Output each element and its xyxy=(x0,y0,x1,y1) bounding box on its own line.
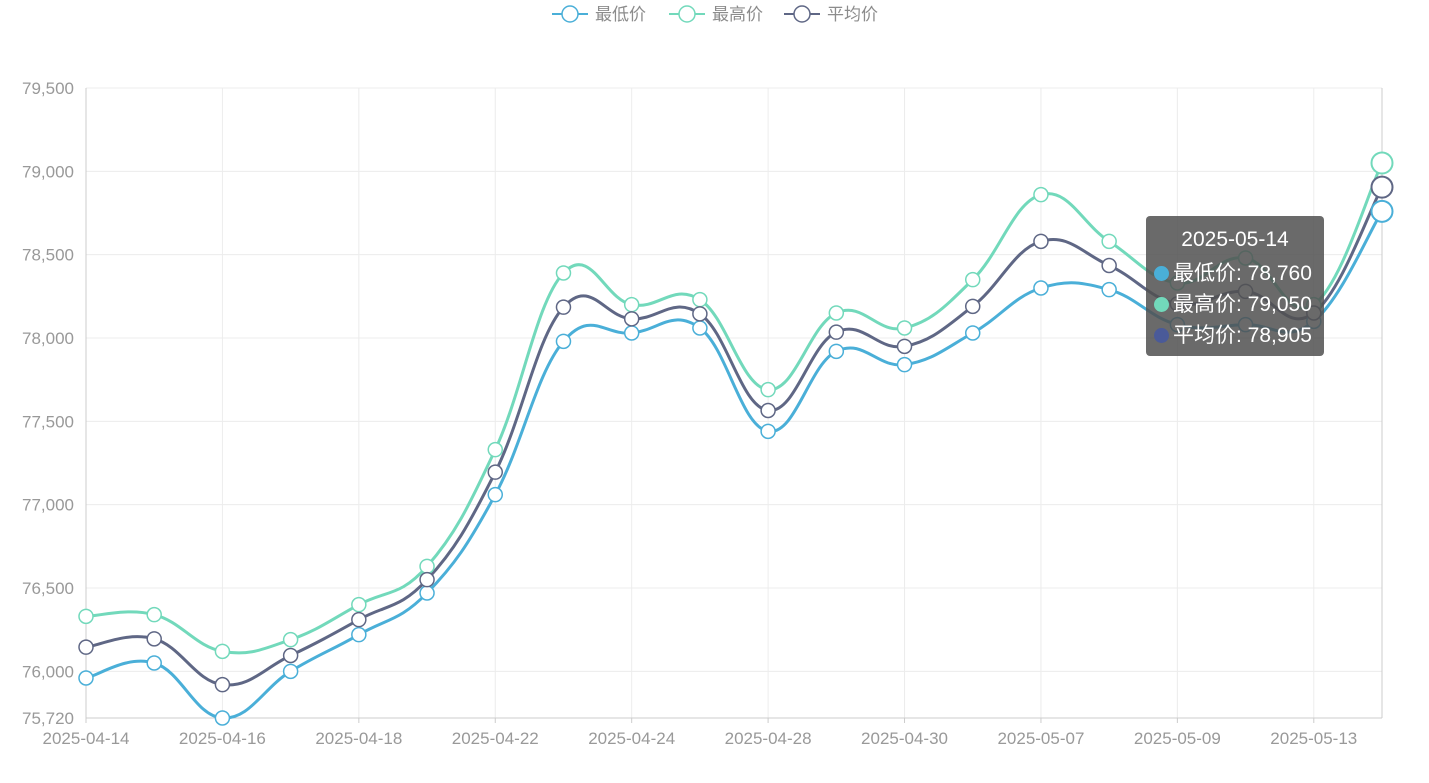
y-tick-label: 79,000 xyxy=(22,162,74,181)
tooltip-title: 2025-05-14 xyxy=(1181,228,1289,251)
data-point xyxy=(896,320,913,336)
data-point xyxy=(351,611,367,628)
data-point xyxy=(828,305,845,321)
x-tick-label: 2025-04-30 xyxy=(861,729,948,748)
tooltip-value-avg: 78,905 xyxy=(1247,324,1312,347)
legend-label: 平均价 xyxy=(827,5,878,24)
data-point xyxy=(146,606,162,623)
data-point xyxy=(1033,233,1049,250)
x-tick-label: 2025-05-13 xyxy=(1270,729,1357,748)
data-point xyxy=(623,296,640,313)
data-point xyxy=(419,571,435,588)
legend-label: 最低价 xyxy=(595,5,646,24)
tooltip-row-avg: 平均价: 78,905 xyxy=(1154,320,1316,351)
data-point xyxy=(1370,199,1394,223)
data-point xyxy=(487,464,504,480)
x-tick-label: 2025-05-07 xyxy=(997,729,1084,748)
grid-lines xyxy=(86,87,1382,718)
data-point xyxy=(623,325,640,341)
tooltip-value-min: 78,760 xyxy=(1247,262,1312,285)
data-point xyxy=(1370,175,1394,199)
y-tick-label: 78,000 xyxy=(22,329,74,348)
data-point xyxy=(282,631,299,648)
tooltip-dot-avg xyxy=(1154,328,1169,343)
tooltip-label-max: 最高价 xyxy=(1173,293,1236,316)
data-point xyxy=(487,486,504,503)
x-tick-label: 2025-04-14 xyxy=(43,729,130,748)
data-point xyxy=(555,265,572,281)
data-point xyxy=(1101,281,1117,298)
tooltip-row-max: 最高价: 79,050 xyxy=(1154,289,1316,320)
tooltip-dot-max xyxy=(1154,297,1169,312)
data-point xyxy=(964,298,981,315)
data-point xyxy=(828,343,845,360)
tooltip-dot-min xyxy=(1154,266,1169,281)
data-point xyxy=(214,676,231,693)
tooltip-value-max: 79,050 xyxy=(1247,293,1312,316)
data-point xyxy=(78,639,94,655)
y-tick-label: 77,000 xyxy=(22,496,74,515)
y-tick-label: 76,000 xyxy=(22,662,74,681)
data-point xyxy=(419,558,435,575)
data-point xyxy=(964,325,981,341)
data-point xyxy=(282,647,299,664)
data-point xyxy=(78,670,94,686)
x-tick-label: 2025-04-16 xyxy=(179,729,266,748)
data-point xyxy=(623,311,640,327)
y-tick-label: 76,500 xyxy=(22,579,74,598)
x-tick-label: 2025-04-22 xyxy=(452,729,539,748)
y-tick-label: 78,500 xyxy=(22,246,74,265)
data-point xyxy=(896,338,913,355)
data-point xyxy=(1370,151,1394,175)
data-point xyxy=(692,291,708,308)
legend[interactable]: 最低价 最高价 平均价 xyxy=(552,5,878,24)
data-point xyxy=(760,402,776,419)
data-point xyxy=(351,626,367,643)
y-tick-label: 75,720 xyxy=(22,709,74,728)
legend-label: 最高价 xyxy=(712,5,763,24)
data-point xyxy=(555,299,572,315)
legend-marker xyxy=(793,5,811,23)
legend-item-1[interactable]: 最低价 xyxy=(552,5,646,24)
tooltip-label-avg: 平均价 xyxy=(1173,324,1236,347)
x-tick-label: 2025-05-09 xyxy=(1134,729,1221,748)
data-point xyxy=(282,663,299,680)
legend-item-2[interactable]: 最高价 xyxy=(669,5,763,24)
data-point xyxy=(828,324,845,340)
x-tick-label: 2025-04-18 xyxy=(315,729,402,748)
data-point xyxy=(1101,233,1117,250)
data-point xyxy=(692,306,708,322)
data-point xyxy=(1033,186,1049,203)
data-point xyxy=(146,631,162,647)
axes: 75,720 76,000 76,500 77,000 77,500 78,000 78,5… xyxy=(22,79,1383,748)
x-tick-label: 2025-04-24 xyxy=(588,729,675,748)
data-point xyxy=(692,320,708,336)
data-point xyxy=(487,441,504,458)
tooltip-label-min: 最低价 xyxy=(1173,262,1236,285)
data-point xyxy=(1101,257,1117,274)
legend-marker xyxy=(678,5,696,23)
y-tick-label: 79,500 xyxy=(22,79,74,98)
data-point xyxy=(760,423,776,440)
data-point xyxy=(214,710,231,726)
x-tick-label: 2025-04-28 xyxy=(725,729,812,748)
data-point xyxy=(214,643,231,660)
data-point xyxy=(419,585,435,601)
data-point xyxy=(351,596,367,613)
legend-marker xyxy=(561,5,579,23)
y-tick-label: 77,500 xyxy=(22,412,74,431)
data-point xyxy=(964,271,981,288)
data-point xyxy=(896,356,913,373)
tooltip: 2025-05-14 最低价: 78,760 最高价: 79,050 平均价: … xyxy=(1146,216,1324,356)
tooltip-row-min: 最低价: 78,760 xyxy=(1154,258,1316,289)
data-point xyxy=(760,381,776,398)
data-point xyxy=(146,655,162,671)
data-point xyxy=(1033,280,1049,296)
data-point xyxy=(78,608,94,625)
data-point xyxy=(555,333,572,350)
legend-item-3[interactable]: 平均价 xyxy=(784,5,878,24)
